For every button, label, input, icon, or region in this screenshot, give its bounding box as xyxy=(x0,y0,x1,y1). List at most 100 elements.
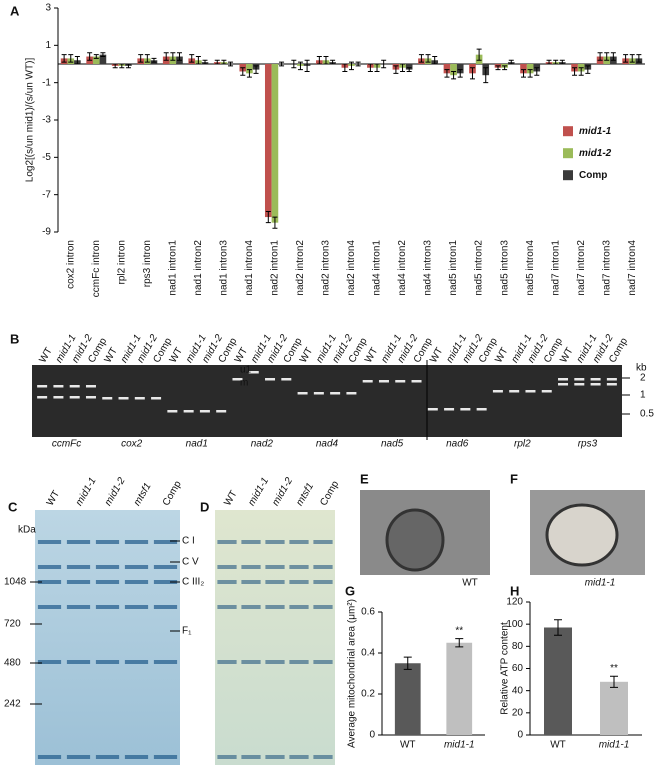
error-bar xyxy=(93,54,99,59)
bar xyxy=(450,64,457,76)
error-bar xyxy=(554,619,562,636)
x-tick-label: nad4 intron3 xyxy=(423,240,434,296)
lane-label: mid1-1 xyxy=(74,476,99,508)
gel-band xyxy=(85,385,96,388)
blot-image xyxy=(35,510,180,765)
error-bar xyxy=(265,210,271,224)
error-bar xyxy=(170,52,176,61)
legend-label: Comp xyxy=(579,170,607,181)
gel-band xyxy=(151,397,162,400)
error-bar xyxy=(297,61,303,71)
error-bar xyxy=(495,65,501,71)
blot-band xyxy=(265,565,285,569)
legend-label: mid1-2 xyxy=(579,148,612,159)
blot-band xyxy=(289,660,309,664)
gel-band xyxy=(53,396,64,399)
gene-label: nad4 xyxy=(316,439,339,450)
blot-band xyxy=(95,580,120,584)
error-bar xyxy=(119,63,125,69)
marker-label: 2 xyxy=(640,373,646,384)
error-bar xyxy=(125,63,131,69)
lane-label: WT xyxy=(363,346,380,365)
blot-band xyxy=(95,565,120,569)
error-bar xyxy=(87,52,93,61)
lane-label: WT xyxy=(168,346,185,365)
blot-band xyxy=(153,755,178,759)
gel-band xyxy=(460,408,471,411)
error-bar xyxy=(553,59,559,65)
x-tick-label: mid1-1 xyxy=(599,740,630,751)
complex-label: C I xyxy=(182,536,195,547)
y-tick-label: 0.2 xyxy=(361,689,375,700)
gene-label: nad6 xyxy=(446,439,469,450)
blot-band xyxy=(313,565,333,569)
gel-band xyxy=(134,397,145,400)
error-bar xyxy=(279,61,285,67)
bar xyxy=(405,64,413,70)
gel-band xyxy=(265,378,276,381)
gel-band xyxy=(590,378,601,381)
y-tick-label: -3 xyxy=(42,115,51,126)
gel-band xyxy=(574,378,585,381)
panel-label: H xyxy=(510,583,519,598)
lane-label: Comp xyxy=(161,479,184,508)
lane-label: mid1-2 xyxy=(270,475,295,507)
unit: kb xyxy=(636,363,647,374)
gel-band xyxy=(297,392,308,395)
x-tick-label: nad1 intron4 xyxy=(244,240,255,296)
error-bar xyxy=(393,65,399,74)
blot-band xyxy=(37,565,62,569)
error-bar xyxy=(444,69,450,78)
error-bar xyxy=(100,52,106,58)
blot-band xyxy=(66,580,91,584)
x-tick-label: nad7 intron3 xyxy=(601,240,612,296)
gel-band xyxy=(313,392,324,395)
legend-swatch xyxy=(563,126,573,137)
x-tick-label: WT xyxy=(550,740,566,751)
bar xyxy=(456,64,464,74)
bar xyxy=(443,64,451,74)
annotation: ** xyxy=(455,625,463,636)
x-tick-label: nad7 intron1 xyxy=(550,240,561,296)
y-tick-label: 80 xyxy=(512,641,524,652)
gel-band xyxy=(395,380,406,383)
x-tick-label: nad1 intron1 xyxy=(167,240,178,296)
error-bar xyxy=(457,69,463,78)
lane-label: mid1-2 xyxy=(103,475,128,507)
blot-band xyxy=(313,605,333,609)
gel-band xyxy=(281,378,292,381)
blot-image xyxy=(215,510,335,765)
error-bar xyxy=(604,52,610,61)
error-bar xyxy=(151,57,157,63)
lane-label: WT xyxy=(103,346,120,365)
blot-band xyxy=(37,755,62,759)
y-tick-label: 0 xyxy=(369,730,375,741)
error-bar xyxy=(176,52,182,61)
y-tick-label: 3 xyxy=(45,3,51,14)
error-bar xyxy=(367,63,373,72)
y-tick-label: 120 xyxy=(506,597,523,608)
band-label: m xyxy=(240,378,248,389)
y-tick-label: 20 xyxy=(512,707,524,718)
blot-band xyxy=(95,605,120,609)
error-bar xyxy=(597,52,603,61)
gel-band xyxy=(346,392,357,395)
complex-label: C V xyxy=(182,557,199,568)
error-bar xyxy=(189,54,195,63)
error-bar xyxy=(342,63,348,72)
blot-band xyxy=(37,660,62,664)
gene-label: nad2 xyxy=(251,439,274,450)
gel-image xyxy=(32,365,622,437)
blot-band xyxy=(37,540,62,544)
blot-band xyxy=(95,540,120,544)
lane-label: mtsf1 xyxy=(294,481,316,508)
blot-band xyxy=(124,540,149,544)
error-bar xyxy=(228,61,234,67)
blot-band xyxy=(265,605,285,609)
blot-band xyxy=(289,540,309,544)
blot-band xyxy=(313,660,333,664)
blot-band xyxy=(37,605,62,609)
blot-band xyxy=(217,755,237,759)
error-bar xyxy=(316,56,322,65)
blot-band xyxy=(217,540,237,544)
